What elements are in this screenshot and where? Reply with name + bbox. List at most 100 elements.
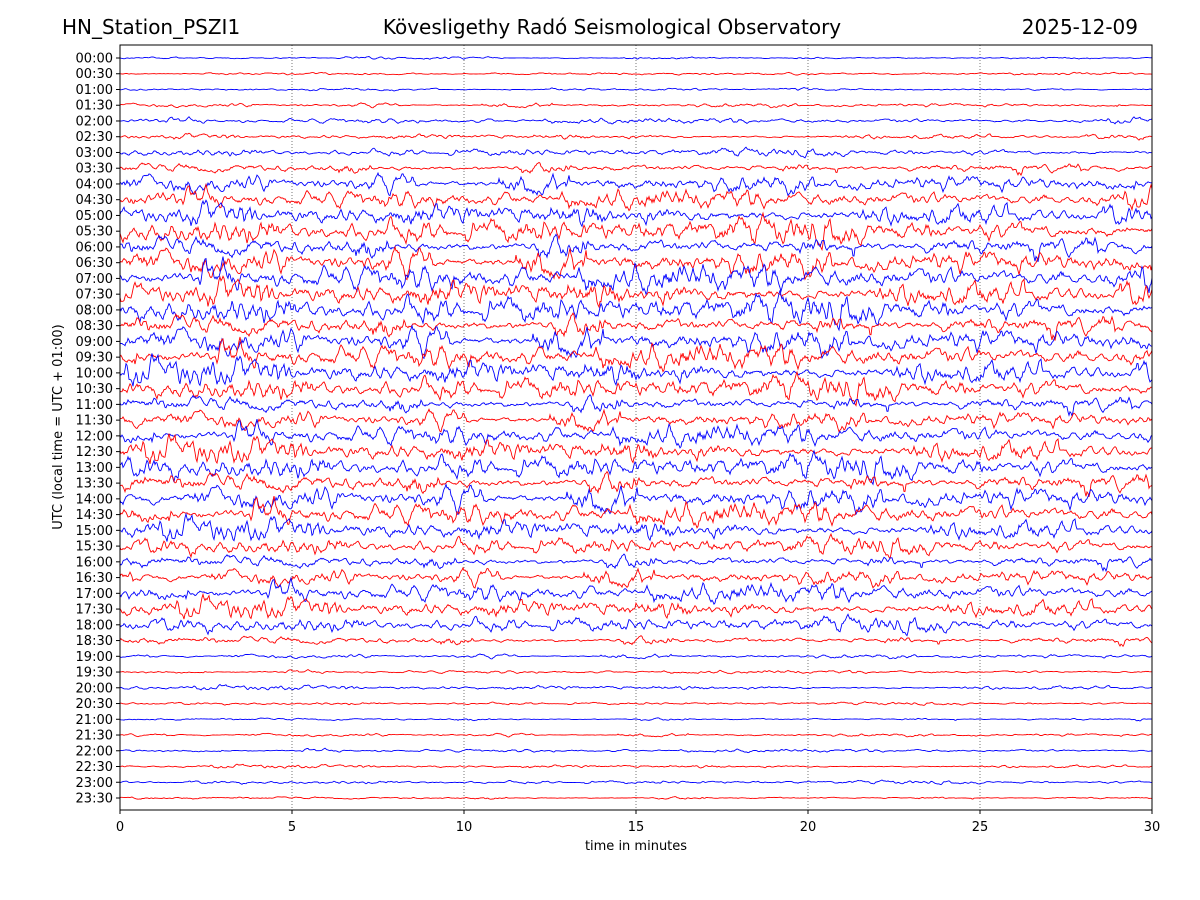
y-tick-label: 02:30 — [76, 130, 113, 145]
trace-2330 — [119, 796, 1153, 800]
y-tick-label: 17:00 — [76, 587, 113, 602]
y-tick-label: 12:30 — [76, 445, 113, 460]
x-tick-label: 20 — [800, 820, 817, 835]
trace-0000 — [119, 56, 1153, 60]
y-tick-label: 11:00 — [76, 398, 113, 413]
observatory-title: Kövesligethy Radó Seismological Observat… — [382, 15, 842, 39]
trace-1200 — [119, 418, 1153, 449]
trace-1330 — [120, 470, 1153, 498]
y-tick-label: 00:00 — [76, 52, 113, 67]
trace-2100 — [119, 717, 1153, 722]
y-tick-label: 01:00 — [76, 83, 113, 98]
trace-0430 — [119, 182, 1153, 212]
y-tick-label: 08:30 — [76, 319, 113, 334]
station-name: HN_Station_PSZI1 — [62, 15, 241, 39]
y-tick-label: 03:30 — [76, 162, 113, 177]
trace-1800 — [119, 613, 1153, 637]
y-tick-label: 17:30 — [76, 603, 113, 618]
trace-0800 — [119, 290, 1153, 332]
trace-0130 — [119, 102, 1153, 109]
trace-2030 — [119, 701, 1153, 706]
y-tick-label: 06:30 — [76, 256, 113, 271]
y-tick-label: 03:00 — [76, 146, 113, 161]
trace-0300 — [119, 146, 1152, 159]
y-tick-label: 10:30 — [76, 382, 113, 397]
trace-0530 — [119, 211, 1153, 252]
y-tick-label: 05:30 — [76, 225, 113, 240]
trace-0630 — [119, 245, 1153, 281]
y-tick-label: 15:00 — [76, 524, 113, 539]
x-tick-label: 30 — [1144, 820, 1161, 835]
y-tick-label: 23:30 — [76, 792, 113, 807]
trace-0700 — [119, 256, 1153, 296]
y-tick-label: 13:00 — [76, 461, 113, 476]
trace-1830 — [119, 635, 1153, 648]
x-tick-label: 25 — [972, 820, 989, 835]
trace-1600 — [119, 553, 1153, 573]
y-tick-label: 12:00 — [76, 429, 113, 444]
x-tick-label: 15 — [628, 820, 645, 835]
y-tick-label: 10:00 — [76, 366, 113, 381]
y-tick-label: 09:00 — [76, 335, 113, 350]
trace-1930 — [119, 668, 1152, 675]
trace-0400 — [119, 171, 1153, 197]
y-tick-label: 07:30 — [76, 288, 113, 303]
y-tick-label: 20:00 — [76, 681, 113, 696]
trace-1130 — [120, 408, 1153, 433]
trace-0600 — [119, 233, 1153, 263]
trace-1100 — [119, 394, 1153, 418]
trace-2200 — [120, 747, 1153, 754]
x-tick-label: 0 — [116, 820, 124, 835]
x-tick-label: 5 — [288, 820, 296, 835]
trace-1530 — [119, 532, 1153, 560]
trace-0200 — [119, 116, 1153, 125]
trace-0230 — [119, 132, 1153, 141]
y-tick-label: 22:30 — [76, 760, 113, 775]
y-tick-label: 07:00 — [76, 272, 113, 287]
trace-2000 — [119, 683, 1153, 691]
y-tick-label: 02:00 — [76, 114, 113, 129]
y-tick-label: 04:00 — [76, 177, 113, 192]
trace-1230 — [119, 433, 1153, 465]
y-tick-label: 19:00 — [76, 650, 113, 665]
y-tick-label: 00:30 — [76, 67, 113, 82]
y-tick-label: 18:00 — [76, 618, 113, 633]
trace-1400 — [119, 482, 1153, 516]
trace-1430 — [119, 495, 1153, 529]
trace-2130 — [119, 732, 1153, 738]
y-tick-label: 04:30 — [76, 193, 113, 208]
y-tick-label: 14:30 — [76, 508, 113, 523]
y-tick-label: 20:30 — [76, 697, 113, 712]
trace-1630 — [119, 566, 1153, 589]
trace-0500 — [119, 199, 1153, 228]
x-axis-label: time in minutes — [585, 839, 687, 854]
y-tick-label: 21:30 — [76, 729, 113, 744]
trace-2230 — [119, 763, 1153, 769]
y-tick-label: 15:30 — [76, 540, 113, 555]
y-tick-label: 23:00 — [76, 776, 113, 791]
y-tick-label: 18:30 — [76, 634, 113, 649]
y-tick-label: 06:00 — [76, 240, 113, 255]
trace-0900 — [119, 324, 1153, 360]
trace-0330 — [119, 161, 1153, 177]
trace-1900 — [119, 653, 1153, 660]
trace-1300 — [119, 449, 1153, 486]
y-tick-label: 16:30 — [76, 571, 113, 586]
trace-1500 — [119, 512, 1153, 542]
y-tick-label: 14:00 — [76, 492, 113, 507]
y-tick-label: 09:30 — [76, 351, 113, 366]
trace-0830 — [119, 312, 1153, 341]
y-tick-label: 13:30 — [76, 477, 113, 492]
y-tick-label: 19:30 — [76, 666, 113, 681]
x-tick-label: 10 — [456, 820, 473, 835]
trace-0030 — [120, 71, 1153, 76]
trace-0100 — [119, 87, 1153, 92]
trace-1030 — [119, 370, 1153, 407]
date-label: 2025-12-09 — [1021, 15, 1138, 39]
y-axis-label: UTC (local time = UTC + 01:00) — [51, 324, 66, 529]
y-tick-label: 05:00 — [76, 209, 113, 224]
y-tick-label: 16:00 — [76, 555, 113, 570]
y-tick-label: 08:00 — [76, 303, 113, 318]
